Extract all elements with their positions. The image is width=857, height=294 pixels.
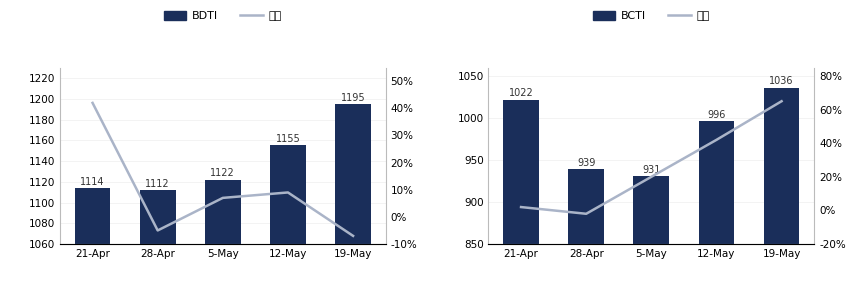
Bar xyxy=(75,188,111,294)
Line: 同比: 同比 xyxy=(93,103,353,236)
Text: 1155: 1155 xyxy=(276,134,300,144)
Legend: BDTI, 同比: BDTI, 同比 xyxy=(159,6,286,26)
Bar xyxy=(764,88,800,294)
同比 xyxy=(218,196,228,200)
同比 xyxy=(516,205,526,209)
Text: 1112: 1112 xyxy=(146,179,170,189)
Bar xyxy=(568,169,604,294)
Bar xyxy=(503,100,539,294)
同比 xyxy=(153,229,163,232)
Text: 931: 931 xyxy=(642,165,661,175)
Bar xyxy=(205,180,241,294)
Text: 1022: 1022 xyxy=(509,88,533,98)
Bar xyxy=(698,121,734,294)
Bar xyxy=(270,146,306,294)
同比 xyxy=(646,175,656,178)
Text: 939: 939 xyxy=(577,158,596,168)
同比 xyxy=(87,101,98,105)
Text: 996: 996 xyxy=(707,110,726,120)
同比 xyxy=(283,191,293,194)
同比 xyxy=(776,99,787,103)
Legend: BCTI, 同比: BCTI, 同比 xyxy=(589,6,714,26)
同比 xyxy=(348,234,358,238)
Line: 同比: 同比 xyxy=(521,101,782,214)
Bar xyxy=(140,190,176,294)
Bar xyxy=(633,176,669,294)
Text: 1114: 1114 xyxy=(81,177,105,187)
Text: 1036: 1036 xyxy=(770,76,794,86)
Bar xyxy=(335,104,371,294)
Text: 1122: 1122 xyxy=(211,168,235,178)
同比 xyxy=(581,212,591,216)
Text: 1195: 1195 xyxy=(341,93,365,103)
同比 xyxy=(711,138,722,142)
